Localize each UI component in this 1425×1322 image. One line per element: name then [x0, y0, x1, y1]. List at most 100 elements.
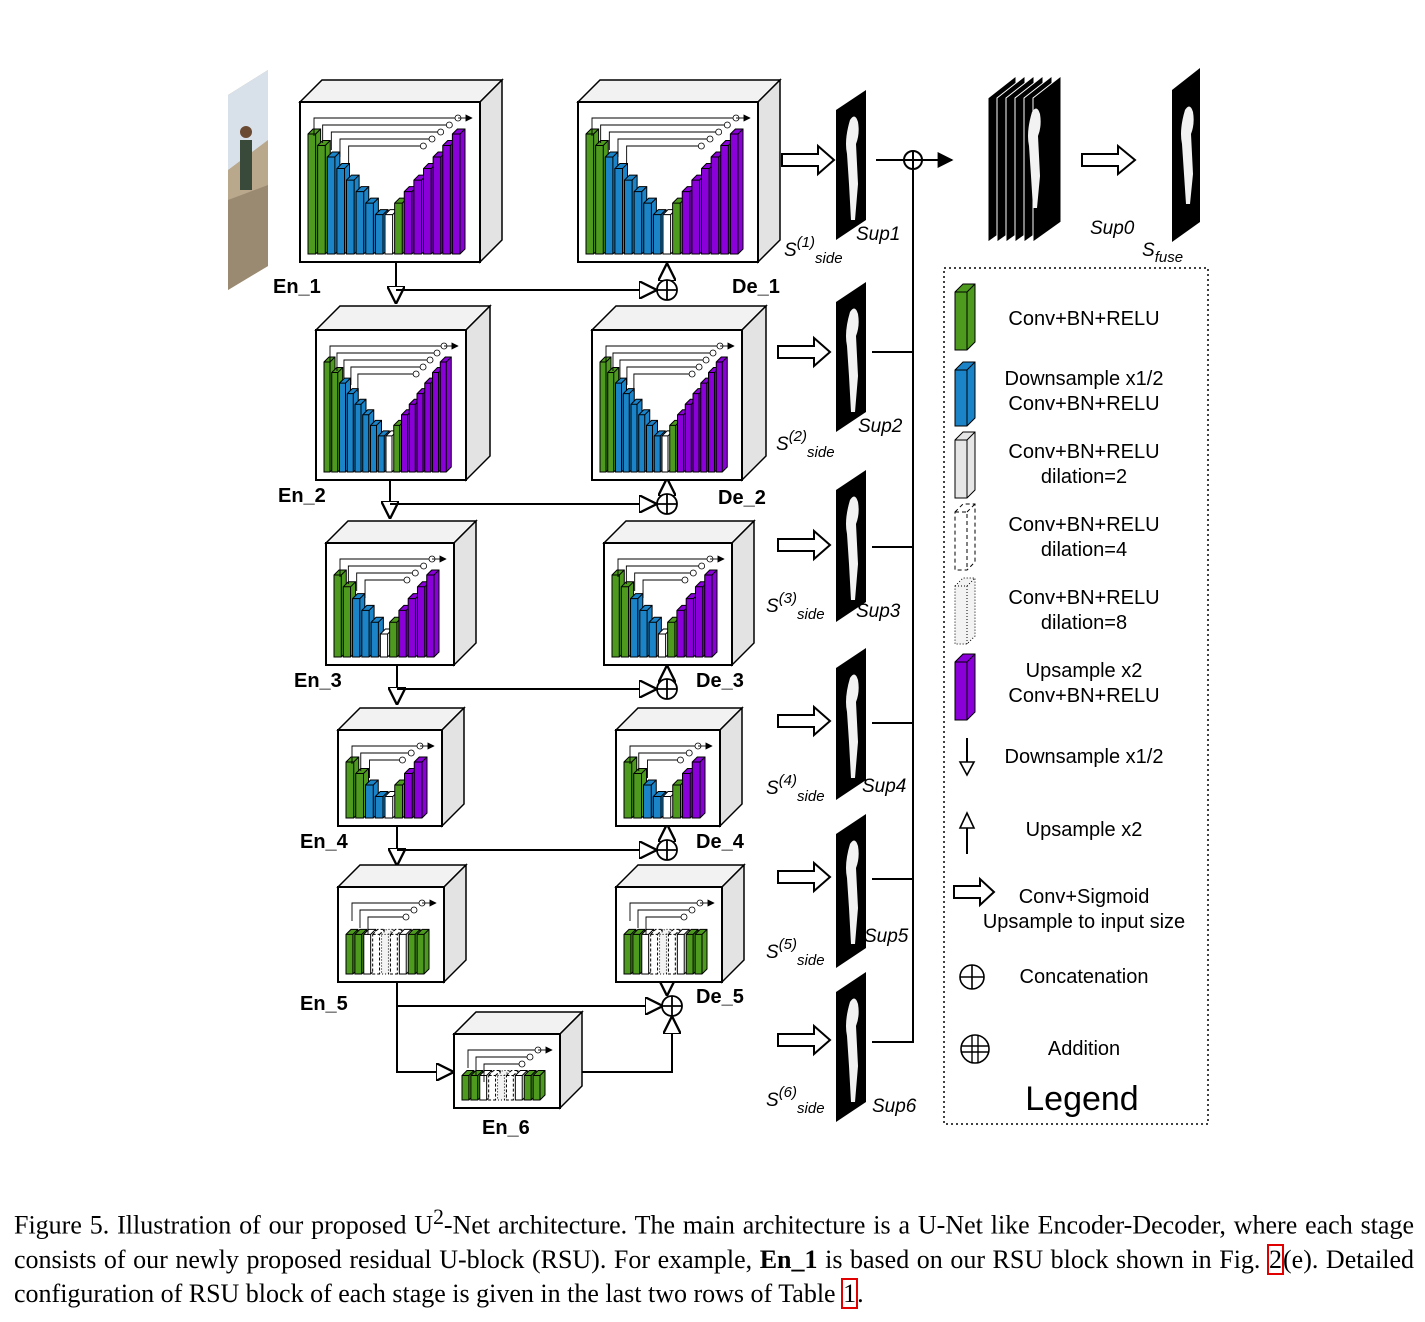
en2-label: En_2 [278, 485, 326, 507]
fuse-arrow [1081, 143, 1137, 177]
en4-label: En_4 [300, 831, 349, 853]
fuse-output-map [1172, 68, 1200, 242]
svg-text:Sup6: Sup6 [872, 1096, 917, 1117]
legend-item-6-line-2: Conv+BN+RELU [1008, 685, 1159, 707]
hollow-arrow-icon [953, 876, 996, 908]
rsu-blocks [298, 78, 782, 1110]
hollow-arrow-icon [777, 704, 832, 738]
de1-label: De_1 [732, 276, 780, 298]
svg-text:Sup4: Sup4 [862, 776, 906, 797]
side-label-1: S(1)side Sup1 [784, 224, 900, 267]
legend-item-5-line-1: Conv+BN+RELU [1008, 587, 1159, 609]
addition-icon [960, 1034, 990, 1064]
fuse-labels: Sup0 Sfuse [1090, 218, 1183, 266]
up-arrow-icon [958, 811, 976, 854]
svg-text:S(3)side: S(3)side [766, 590, 825, 623]
side-output-3 [777, 470, 866, 622]
legend-item-1-line-1: Conv+BN+RELU [1008, 308, 1159, 330]
fused-map-stack [987, 74, 1062, 243]
de2-block [590, 304, 768, 482]
concat-node-de5 [661, 995, 683, 1017]
svg-text:S(6)side: S(6)side [766, 1084, 825, 1117]
side-label-5: S(5)side Sup5 [766, 926, 909, 969]
legend-item-4-line-1: Conv+BN+RELU [1008, 514, 1159, 536]
figure-caption: Figure 5. Illustration of our proposed U… [14, 1205, 1415, 1309]
hollow-arrow-icon [777, 860, 832, 894]
fusion-connections [872, 150, 954, 1043]
concatenation-icon [959, 964, 985, 990]
legend-title: Legend [1025, 1080, 1138, 1118]
figure-reference-link[interactable]: 2 [1267, 1243, 1284, 1275]
legend-item-3-line-1: Conv+BN+RELU [1008, 441, 1159, 463]
dashed-block-icon [954, 503, 976, 571]
svg-text:Sup2: Sup2 [858, 416, 903, 437]
svg-text:Sup5: Sup5 [864, 926, 909, 947]
hollow-arrow-icon [777, 1023, 832, 1057]
side-label-3: S(3)side Sup3 [766, 590, 901, 623]
white-block-icon [954, 431, 976, 499]
svg-text:Sup0: Sup0 [1090, 218, 1135, 239]
u2net-architecture-diagram: En_1 En_2 En_3 En_4 En_5 En_6 De_1 De_2 … [228, 68, 1209, 1139]
concat-node-de2 [656, 493, 678, 515]
svg-text:S(2)side: S(2)side [776, 428, 835, 461]
input-image [228, 70, 268, 290]
legend-item-7-line-1: Downsample x1/2 [1005, 746, 1164, 768]
de5-label: De_5 [696, 986, 744, 1008]
side-output-1 [781, 90, 866, 240]
svg-text:Sfuse: Sfuse [1142, 240, 1183, 266]
en5-block [336, 863, 468, 984]
side-output-2 [777, 282, 866, 432]
side-outputs [777, 90, 866, 1122]
encoder-connections [390, 262, 672, 1072]
purple-block-icon [954, 653, 976, 721]
svg-text:S(1)side: S(1)side [784, 234, 843, 267]
legend-item-8-line-1: Upsample x2 [1026, 819, 1143, 841]
table-reference-link[interactable]: 1 [841, 1277, 859, 1309]
en1-label: En_1 [273, 276, 321, 298]
en6-label: En_6 [482, 1117, 530, 1139]
concat-nodes [656, 279, 683, 1017]
svg-text:S(4)side: S(4)side [766, 772, 825, 805]
dotted-block-icon [954, 577, 976, 645]
green-block-icon [954, 283, 976, 351]
hollow-arrow-icon [777, 335, 832, 369]
de1-block [576, 78, 782, 264]
de2-label: De_2 [718, 487, 766, 509]
hollow-arrow-icon [777, 528, 832, 562]
side-label-6: S(6)side Sup6 [766, 1084, 917, 1117]
en3-block [324, 519, 478, 667]
legend-item-2-line-1: Downsample x1/2 [1005, 368, 1164, 390]
legend-item-10-line-1: Concatenation [1020, 966, 1149, 988]
side-output-4 [777, 648, 866, 800]
en3-label: En_3 [294, 670, 342, 692]
en4-block [336, 706, 466, 828]
legend-item-9-line-1: Conv+Sigmoid [1019, 886, 1150, 908]
svg-text:Sup1: Sup1 [856, 224, 900, 245]
legend-item-9-line-2: Upsample to input size [983, 911, 1185, 933]
de4-block [614, 706, 744, 828]
en5-label: En_5 [300, 993, 348, 1015]
de4-label: De_4 [696, 831, 745, 853]
legend-item-2-line-2: Conv+BN+RELU [1008, 393, 1159, 415]
de3-label: De_3 [696, 670, 744, 692]
side-label-2: S(2)side Sup2 [776, 416, 903, 461]
legend-item-5-line-2: dilation=8 [1041, 612, 1127, 634]
de5-block [614, 863, 746, 984]
down-arrow-icon [958, 738, 976, 777]
svg-text:Sup3: Sup3 [856, 601, 901, 622]
side-output-5 [777, 814, 866, 968]
concat-node-de1 [656, 279, 678, 301]
en2-block [314, 304, 492, 482]
side-output-6 [777, 972, 866, 1122]
svg-text:S(5)side: S(5)side [766, 936, 825, 969]
de3-block [602, 519, 756, 667]
legend-item-4-line-2: dilation=4 [1041, 539, 1127, 561]
en1-block [298, 78, 504, 264]
side-label-4: S(4)side Sup4 [766, 772, 906, 805]
concat-node-de3 [656, 678, 678, 700]
en6-block [452, 1010, 584, 1110]
hollow-arrow-icon [781, 143, 836, 177]
legend: Conv+BN+RELU Downsample x1/2 Conv+BN+REL… [943, 267, 1209, 1125]
legend-item-11-line-1: Addition [1048, 1038, 1120, 1060]
concat-node-de4 [656, 839, 678, 861]
